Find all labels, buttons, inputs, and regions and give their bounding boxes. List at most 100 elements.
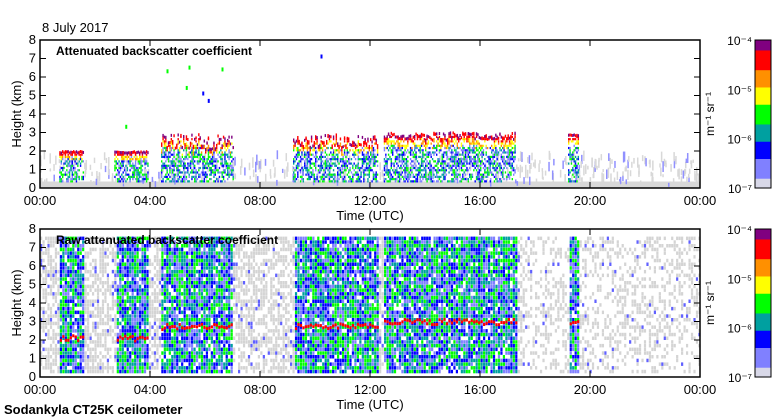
backscatter-cell	[232, 180, 234, 186]
backscatter-cell	[342, 180, 344, 183]
backscatter-cell	[136, 236, 139, 241]
backscatter-cell	[497, 136, 500, 140]
backscatter-cell	[436, 164, 438, 167]
backscatter-cell	[298, 169, 300, 172]
backscatter-cell	[136, 180, 138, 183]
backscatter-cell	[572, 181, 575, 186]
backscatter-cell	[40, 273, 43, 278]
backscatter-cell	[96, 306, 100, 311]
backscatter-cell	[372, 171, 375, 174]
backscatter-cell	[484, 158, 486, 161]
backscatter-cell	[89, 314, 92, 318]
backscatter-cell	[412, 160, 415, 163]
backscatter-cell	[487, 166, 490, 176]
colorbar-swatch	[755, 163, 771, 167]
backscatter-cell	[359, 180, 361, 183]
backscatter-cell	[447, 144, 449, 147]
backscatter-cell	[116, 247, 119, 252]
backscatter-cell	[143, 318, 147, 322]
backscatter-cell	[414, 142, 416, 145]
backscatter-cell	[426, 142, 428, 145]
backscatter-cell	[49, 336, 53, 340]
backscatter-cell	[379, 162, 381, 171]
backscatter-cell	[71, 164, 74, 167]
backscatter-cell	[163, 273, 166, 278]
backscatter-cell	[228, 151, 230, 154]
backscatter-cell	[145, 153, 148, 156]
backscatter-cell	[119, 164, 122, 167]
backscatter-cell	[111, 329, 114, 333]
backscatter-cell	[129, 288, 132, 292]
backscatter-cell	[100, 162, 102, 170]
backscatter-cell	[59, 236, 62, 241]
backscatter-cell	[493, 155, 496, 159]
backscatter-cell	[66, 150, 68, 154]
backscatter-cell	[463, 155, 465, 159]
backscatter-cell	[469, 155, 471, 159]
backscatter-cell	[161, 144, 163, 147]
backscatter-cell	[82, 247, 85, 252]
backscatter-cell	[304, 138, 306, 142]
backscatter-cell	[119, 362, 122, 366]
backscatter-cell	[342, 153, 344, 156]
backscatter-cell	[338, 169, 340, 172]
backscatter-cell	[433, 144, 435, 147]
colorbar-swatch	[755, 69, 771, 73]
backscatter-cell	[408, 171, 410, 174]
backscatter-cell	[129, 321, 132, 326]
backscatter-cell	[163, 336, 166, 340]
backscatter-cell	[101, 236, 105, 241]
backscatter-cell	[91, 347, 95, 352]
backscatter-cell	[364, 146, 366, 150]
backscatter-cell	[297, 153, 299, 156]
backscatter-cell	[427, 155, 430, 159]
backscatter-cell	[420, 158, 423, 161]
backscatter-cell	[308, 175, 310, 179]
backscatter-cell	[224, 158, 226, 161]
backscatter-cell	[47, 351, 50, 355]
backscatter-cell	[74, 277, 77, 281]
backscatter-cell	[455, 140, 457, 143]
backscatter-cell	[343, 160, 346, 163]
backscatter-cell	[172, 162, 174, 165]
backscatter-cell	[524, 164, 527, 173]
backscatter-cell	[125, 151, 127, 155]
backscatter-cell	[44, 332, 48, 337]
backscatter-cell	[141, 288, 144, 292]
backscatter-cell	[572, 140, 574, 143]
backscatter-cell	[119, 303, 122, 307]
backscatter-cell	[497, 162, 500, 165]
backscatter-cell	[131, 240, 134, 244]
backscatter-cell	[131, 351, 134, 355]
backscatter-cell	[392, 144, 394, 147]
backscatter-cell	[660, 167, 662, 177]
backscatter-cell	[367, 137, 369, 141]
backscatter-cell	[153, 321, 157, 326]
backscatter-cell	[423, 153, 426, 156]
backscatter-cell	[47, 236, 50, 241]
backscatter-cell	[167, 158, 170, 161]
backscatter-cell	[40, 318, 43, 322]
backscatter-cell	[119, 162, 122, 165]
colorbar-swatch	[755, 143, 771, 147]
backscatter-cell	[60, 151, 63, 155]
backscatter-cell	[364, 155, 366, 159]
backscatter-cell	[372, 155, 375, 159]
backscatter-cell	[163, 135, 166, 139]
backscatter-cell	[117, 153, 119, 156]
backscatter-cell	[94, 262, 97, 266]
backscatter-cell	[478, 164, 480, 170]
backscatter-cell	[148, 284, 152, 289]
backscatter-cell	[593, 167, 595, 179]
backscatter-cell	[141, 281, 144, 285]
backscatter-cell	[323, 169, 325, 172]
colorbar-swatch	[755, 106, 771, 110]
backscatter-cell	[139, 306, 142, 311]
backscatter-cell	[67, 288, 70, 292]
backscatter-cell	[342, 178, 344, 181]
backscatter-cell	[187, 153, 189, 156]
backscatter-cell	[167, 141, 170, 145]
backscatter-cell	[412, 135, 415, 139]
backscatter-cell	[502, 175, 504, 179]
